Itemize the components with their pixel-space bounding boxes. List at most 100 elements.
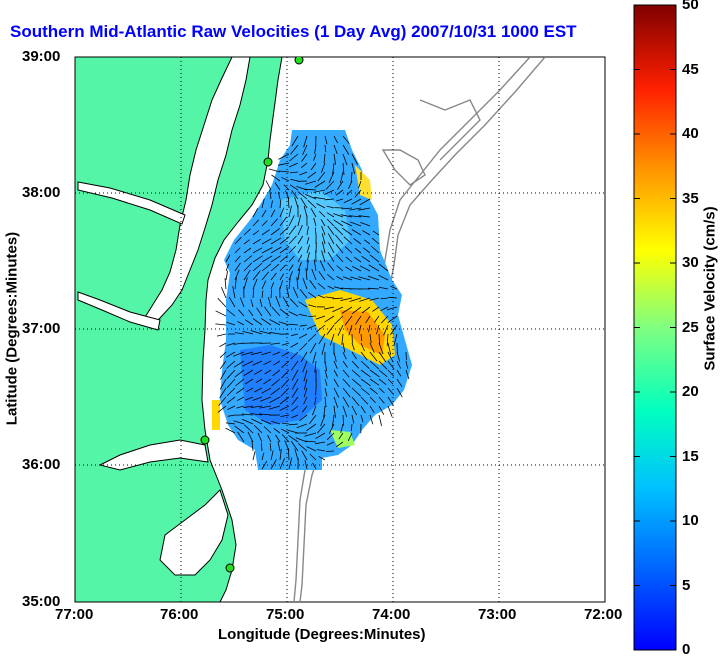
velocity-vector [259, 330, 272, 335]
radar-site [294, 57, 304, 65]
velocity-vector [288, 311, 299, 317]
velocity-vector [279, 308, 290, 317]
velocity-vector [360, 222, 371, 227]
velocity-vector [360, 387, 370, 396]
velocity-vector [243, 255, 253, 263]
velocity-vector [327, 285, 335, 290]
colorbar-ticks [634, 4, 676, 586]
velocity-vector [280, 387, 290, 397]
velocity-vector [362, 247, 371, 254]
velocity-vector [305, 268, 308, 281]
velocity-vector [360, 414, 364, 423]
velocity-vector [297, 214, 302, 227]
velocity-vector [269, 189, 272, 200]
velocity-vector [297, 225, 303, 236]
velocity-vector [237, 431, 245, 443]
velocity-vector [242, 360, 254, 367]
velocity-vector [308, 414, 317, 425]
velocity-vector [272, 369, 281, 377]
velocity-vector [261, 209, 267, 218]
velocity-vector [314, 180, 326, 188]
velocity-vector [288, 245, 296, 254]
velocity-vector [275, 296, 281, 308]
velocity-vector [234, 255, 241, 263]
velocity-vector [289, 323, 299, 326]
velocity-vector [345, 256, 353, 263]
velocity-vector [279, 457, 286, 470]
velocity-vector [241, 418, 254, 425]
velocity-vector [279, 396, 290, 405]
pamlico-sound [159, 489, 229, 576]
velocity-vector [324, 378, 328, 386]
velocity-vector [369, 360, 380, 370]
velocity-vector [341, 220, 353, 227]
velocity-vector [301, 450, 308, 461]
velocity-vector [226, 378, 236, 389]
velocity-vector [277, 441, 281, 452]
velocity-vector [351, 162, 355, 174]
velocity-vector [321, 225, 326, 236]
velocity-vector [225, 422, 236, 425]
velocity-vector [327, 262, 335, 272]
velocity-vector [309, 342, 317, 354]
velocity-vector [217, 405, 227, 413]
bathymetry-contour [419, 99, 481, 161]
velocity-vector [351, 306, 362, 315]
velocity-vector [252, 255, 263, 263]
map-title: Southern Mid-Atlantic Raw Velocities (1 … [10, 22, 577, 41]
velocity-vector [291, 360, 299, 371]
velocity-vector [304, 432, 317, 437]
velocity-vector [320, 219, 326, 227]
velocity-vector [290, 178, 299, 182]
velocity-vector [252, 451, 256, 461]
velocity-vector [349, 221, 362, 227]
velocity-vector [279, 280, 283, 290]
velocity-vector [369, 414, 374, 425]
velocity-vector [350, 171, 353, 183]
x-tick-label: 72:00 [584, 606, 623, 623]
velocity-vector [271, 174, 281, 182]
x-tick-label: 75:00 [266, 606, 305, 623]
colorbar-tick-label: 35 [682, 190, 699, 207]
velocity-vector [386, 306, 398, 311]
velocity-vector [269, 443, 272, 452]
velocity-vector [306, 423, 317, 432]
velocity-vector [233, 360, 245, 368]
velocity-vector [252, 238, 261, 245]
velocity-vector [296, 423, 308, 429]
velocity-vector [305, 180, 317, 185]
velocity-vector [279, 207, 285, 218]
velocity-vector [360, 360, 370, 369]
velocity-vector [298, 301, 308, 308]
velocity-vector [306, 259, 309, 272]
velocity-vector [250, 330, 263, 335]
velocity-vector [308, 315, 317, 317]
velocity-vector [350, 276, 362, 281]
velocity-vector [291, 396, 299, 405]
velocity-vector [325, 180, 335, 190]
velocity-vector [335, 441, 344, 448]
velocity-vector [307, 291, 317, 299]
velocity-vector [325, 296, 335, 299]
velocity-vector [324, 198, 335, 201]
velocity-vector [343, 198, 353, 204]
velocity-vector [267, 434, 272, 443]
velocity-vector [251, 440, 254, 452]
velocity-vector [304, 440, 317, 443]
colorbar-tick-label: 40 [682, 125, 699, 142]
velocity-vector [346, 189, 353, 196]
velocity-vector [359, 297, 371, 302]
velocity-vector [260, 317, 272, 326]
velocity-vector [220, 369, 227, 380]
colorbar-tick-label: 0 [682, 641, 691, 658]
velocity-vector [233, 351, 245, 357]
velocity-vector [298, 333, 308, 339]
velocity-vector [327, 251, 335, 263]
velocity-vector [290, 440, 299, 452]
velocity-vector [219, 351, 227, 358]
velocity-vector [323, 405, 326, 418]
velocity-vector [254, 387, 263, 393]
velocity-vector [342, 162, 345, 175]
velocity-vector [270, 387, 281, 396]
velocity-vector [324, 135, 328, 145]
